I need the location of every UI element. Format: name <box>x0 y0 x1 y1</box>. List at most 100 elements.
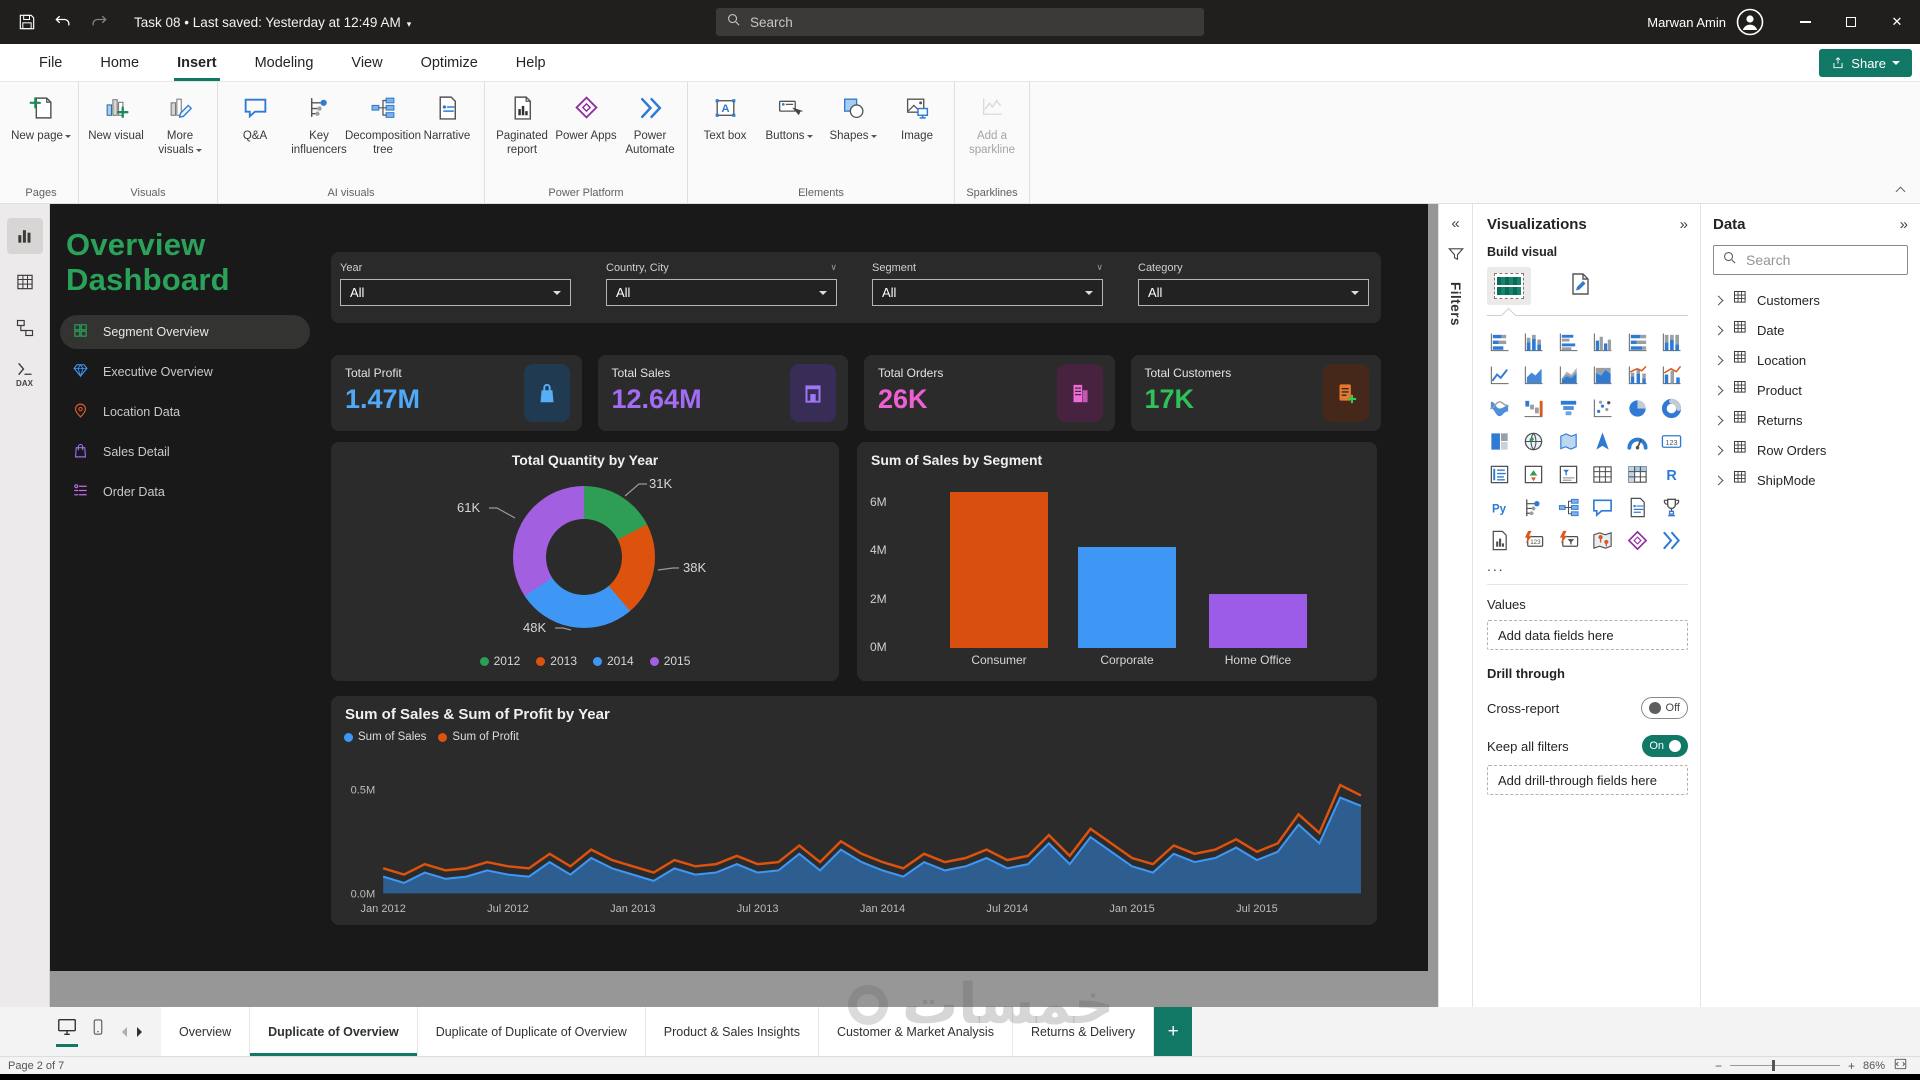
page-tab-customer-market-analysis[interactable]: Customer & Market Analysis <box>818 1007 1013 1056</box>
menu-item-optimize[interactable]: Optimize <box>420 54 478 71</box>
bar-home-office[interactable] <box>1209 593 1307 648</box>
next-page-arrow[interactable] <box>137 1026 147 1037</box>
waterfall-visual-icon[interactable] <box>1522 396 1546 420</box>
chevron-down-icon[interactable]: ∨ <box>1096 262 1103 272</box>
area-visual-icon[interactable] <box>1522 363 1546 387</box>
card-visual-icon[interactable]: 123 <box>1660 429 1684 453</box>
page-tab-duplicate-of-overview[interactable]: Duplicate of Overview <box>250 1007 418 1056</box>
pie-visual-icon[interactable] <box>1625 396 1649 420</box>
ribbon-visual-icon[interactable] <box>1487 396 1511 420</box>
kpi-card-total-orders[interactable]: Total Orders 26K <box>864 355 1115 431</box>
dashboard-nav-executive-overview[interactable]: Executive Overview <box>60 355 310 389</box>
slicer-dropdown[interactable]: All <box>340 279 571 306</box>
stacked-area-visual-icon[interactable] <box>1556 363 1580 387</box>
menu-item-file[interactable]: File <box>39 54 63 71</box>
zoom-slider[interactable] <box>1729 1060 1840 1071</box>
scatter-visual-icon[interactable] <box>1591 396 1615 420</box>
table-visual-icon[interactable] <box>1591 462 1615 486</box>
buttons-button[interactable]: Buttons <box>758 88 820 144</box>
qa-small-visual-icon[interactable] <box>1591 495 1615 519</box>
quick-card-visual-icon[interactable]: 123 <box>1522 528 1546 552</box>
new-visual-button[interactable]: New visual <box>85 88 147 144</box>
save-icon[interactable] <box>16 11 38 33</box>
page-tab-product-sales-insights[interactable]: Product & Sales Insights <box>645 1007 819 1056</box>
donut-chart[interactable] <box>513 486 655 628</box>
slicer-dropdown[interactable]: All <box>1138 279 1369 306</box>
menu-item-home[interactable]: Home <box>100 54 140 71</box>
area-chart[interactable]: 0.5M 0.0M Jan 2012 Jul 2012 Jan 2013 Jul 2013… <box>337 752 1371 921</box>
quick-slicer-visual-icon[interactable] <box>1556 528 1580 552</box>
expand-chevron-icon[interactable] <box>1713 475 1724 485</box>
values-field-well[interactable]: Add data fields here <box>1487 620 1688 650</box>
expand-filters-icon[interactable]: « <box>1451 215 1460 232</box>
format-visual-mode-button[interactable] <box>1567 271 1593 302</box>
funnel-visual-icon[interactable] <box>1556 396 1580 420</box>
filters-pane-label[interactable]: Filters <box>1448 282 1463 327</box>
redo-icon[interactable] <box>88 11 110 33</box>
data-search-input[interactable]: Search <box>1713 245 1908 275</box>
expand-chevron-icon[interactable] <box>1713 355 1724 365</box>
legend-item-sum-of-sales[interactable]: Sum of Sales <box>344 731 426 743</box>
arcgis-map-visual-icon[interactable] <box>1591 528 1615 552</box>
text-box-button[interactable]: A Text box <box>694 88 756 144</box>
clustered-column-visual-icon[interactable] <box>1591 330 1615 354</box>
share-button[interactable]: Share <box>1819 49 1912 77</box>
zoom-in-button[interactable]: + <box>1847 1058 1855 1073</box>
slicer-dropdown[interactable]: All <box>872 279 1103 306</box>
kpi-card-total-customers[interactable]: Total Customers 17K <box>1130 355 1381 431</box>
narrative-small-visual-icon[interactable] <box>1625 495 1649 519</box>
multi-row-card-visual-icon[interactable] <box>1487 462 1511 486</box>
python-visual-icon[interactable]: Py <box>1487 495 1511 519</box>
legend-item-2015[interactable]: 2015 <box>649 654 690 668</box>
goals-visual-icon[interactable] <box>1660 495 1684 519</box>
line-visual-icon[interactable] <box>1487 363 1511 387</box>
power-apps-button[interactable]: Power Apps <box>555 88 617 144</box>
expand-chevron-icon[interactable] <box>1713 385 1724 395</box>
donut-chart-card[interactable]: Total Quantity by Year 31K 38K 48K 61K 2012… <box>331 442 839 681</box>
kpi-card-total-profit[interactable]: Total Profit 1.47M <box>331 355 582 431</box>
close-button[interactable]: ✕ <box>1891 14 1903 29</box>
page-tab-overview[interactable]: Overview <box>161 1007 251 1056</box>
data-table-returns[interactable]: Returns <box>1713 405 1908 435</box>
cross-report-toggle[interactable]: Off <box>1640 697 1688 719</box>
treemap-visual-icon[interactable] <box>1487 429 1511 453</box>
avatar[interactable] <box>1736 8 1764 36</box>
dashboard-nav-sales-detail[interactable]: Sales Detail <box>60 435 310 469</box>
power-automate-button[interactable]: Power Automate <box>619 88 681 158</box>
menu-item-insert[interactable]: Insert <box>158 44 236 81</box>
mobile-layout-icon[interactable] <box>89 1016 107 1047</box>
r-script-visual-icon[interactable]: R <box>1660 462 1684 486</box>
power-automate-small-visual-icon[interactable] <box>1660 528 1684 552</box>
new-page-button[interactable]: New page <box>10 88 72 144</box>
key-influencers-small-visual-icon[interactable] <box>1522 495 1546 519</box>
hundred-stacked-column-visual-icon[interactable] <box>1660 330 1684 354</box>
decomposition-tree-small-visual-icon[interactable] <box>1556 495 1580 519</box>
collapse-visualizations-icon[interactable]: » <box>1679 216 1688 233</box>
menu-item-help[interactable]: Help <box>515 54 546 71</box>
matrix-visual-icon[interactable] <box>1625 462 1649 486</box>
line-clustered-column-visual-icon[interactable] <box>1660 363 1684 387</box>
clustered-bar-visual-icon[interactable] <box>1556 330 1580 354</box>
collapse-data-pane-icon[interactable]: » <box>1899 216 1908 233</box>
build-visual-mode-button[interactable] <box>1487 267 1531 305</box>
legend-item-2014[interactable]: 2014 <box>593 654 634 668</box>
menu-item-view[interactable]: View <box>351 54 383 71</box>
expand-chevron-icon[interactable] <box>1713 295 1724 305</box>
model-view-button[interactable] <box>7 310 43 346</box>
stacked-bar-visual-icon[interactable] <box>1487 330 1511 354</box>
add-page-button[interactable]: + <box>1154 1007 1193 1056</box>
slicer-visual-icon[interactable] <box>1556 462 1580 486</box>
donut-visual-icon[interactable] <box>1660 396 1684 420</box>
global-search-input[interactable]: Search <box>716 8 1204 36</box>
line-stacked-column-visual-icon[interactable] <box>1625 363 1649 387</box>
more-visuals-button[interactable]: More visuals <box>149 88 211 158</box>
zoom-slider-handle[interactable] <box>1771 1060 1775 1071</box>
filled-map-visual-icon[interactable] <box>1556 429 1580 453</box>
shapes-button[interactable]: Shapes <box>822 88 884 144</box>
menu-item-modeling[interactable]: Modeling <box>254 54 314 71</box>
drill-through-field-well[interactable]: Add drill-through fields here <box>1487 765 1688 795</box>
slicer-dropdown[interactable]: All <box>606 279 837 306</box>
expand-chevron-icon[interactable] <box>1713 325 1724 335</box>
legend-item-sum-of-profit[interactable]: Sum of Profit <box>438 731 519 743</box>
q-a-button[interactable]: Q&A <box>224 88 286 144</box>
